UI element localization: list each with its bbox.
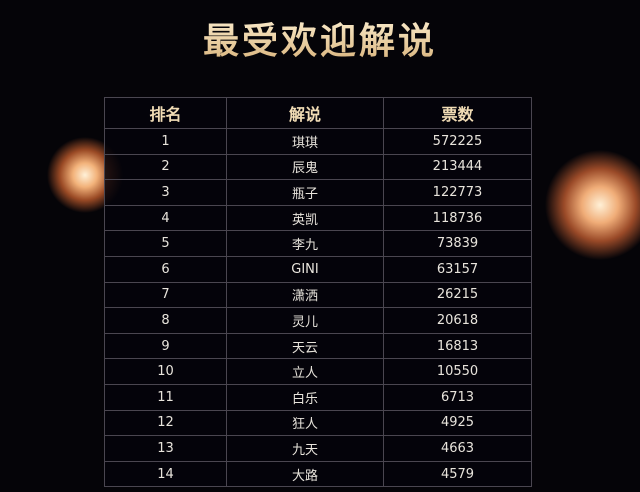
rank-cell: 12	[104, 409, 227, 437]
table-row: 4 英凯 118736	[104, 204, 532, 232]
votes-cell: 122773	[383, 179, 532, 206]
rank-cell: 4	[104, 204, 227, 232]
commentator-cell: 立人	[226, 358, 384, 385]
table-row: 14 大路 4579	[104, 460, 532, 488]
rank-cell: 6	[104, 255, 227, 283]
rank-cell: 9	[104, 332, 227, 360]
table-row: 6 GINI 63157	[104, 255, 532, 283]
commentator-cell: 英凯	[226, 204, 384, 232]
table-row: 2 辰鬼 213444	[104, 153, 532, 181]
page-title: 最受欢迎解说	[0, 12, 640, 64]
votes-cell: 73839	[383, 230, 532, 257]
table-row: 1 琪琪 572225	[104, 128, 532, 155]
votes-cell: 118736	[383, 204, 532, 232]
votes-cell: 10550	[383, 358, 532, 385]
commentator-cell: 狂人	[226, 409, 384, 437]
rank-cell: 13	[104, 435, 227, 462]
commentator-cell: 琪琪	[226, 128, 384, 155]
rank-cell: 5	[104, 230, 227, 257]
table-row: 13 九天 4663	[104, 435, 532, 462]
votes-cell: 213444	[383, 153, 532, 181]
commentator-cell: 白乐	[226, 383, 384, 411]
rank-cell: 11	[104, 383, 227, 411]
votes-cell: 6713	[383, 383, 532, 411]
votes-cell: 63157	[383, 255, 532, 283]
table-row: 10 立人 10550	[104, 358, 532, 385]
ranking-table: 排名 解说 票数 1 琪琪 572225 2 辰鬼 213444 3 瓶子 122773 4 英凯 1…	[104, 97, 532, 488]
header-votes: 票数	[383, 97, 532, 129]
votes-cell: 4579	[383, 460, 532, 488]
commentator-cell: 辰鬼	[226, 153, 384, 181]
table-row: 9 天云 16813	[104, 332, 532, 360]
header-rank: 排名	[104, 97, 227, 129]
rank-cell: 2	[104, 153, 227, 181]
rank-cell: 3	[104, 179, 227, 206]
commentator-cell: 李九	[226, 230, 384, 257]
table-header-row: 排名 解说 票数	[104, 97, 532, 129]
votes-cell: 4663	[383, 435, 532, 462]
votes-cell: 20618	[383, 307, 532, 334]
rank-cell: 8	[104, 307, 227, 334]
table-row: 11 白乐 6713	[104, 383, 532, 411]
commentator-cell: GINI	[226, 255, 384, 283]
commentator-cell: 瓶子	[226, 179, 384, 206]
commentator-cell: 灵儿	[226, 307, 384, 334]
header-commentator: 解说	[226, 97, 384, 129]
commentator-cell: 九天	[226, 435, 384, 462]
rank-cell: 14	[104, 460, 227, 488]
rank-cell: 1	[104, 128, 227, 155]
table-row: 5 李九 73839	[104, 230, 532, 257]
table-row: 12 狂人 4925	[104, 409, 532, 437]
table-row: 7 潇洒 26215	[104, 281, 532, 309]
rank-cell: 10	[104, 358, 227, 385]
table-row: 3 瓶子 122773	[104, 179, 532, 206]
commentator-cell: 大路	[226, 460, 384, 488]
commentator-cell: 潇洒	[226, 281, 384, 309]
votes-cell: 26215	[383, 281, 532, 309]
votes-cell: 16813	[383, 332, 532, 360]
votes-cell: 4925	[383, 409, 532, 437]
commentator-cell: 天云	[226, 332, 384, 360]
votes-cell: 572225	[383, 128, 532, 155]
table-row: 8 灵儿 20618	[104, 307, 532, 334]
rank-cell: 7	[104, 281, 227, 309]
